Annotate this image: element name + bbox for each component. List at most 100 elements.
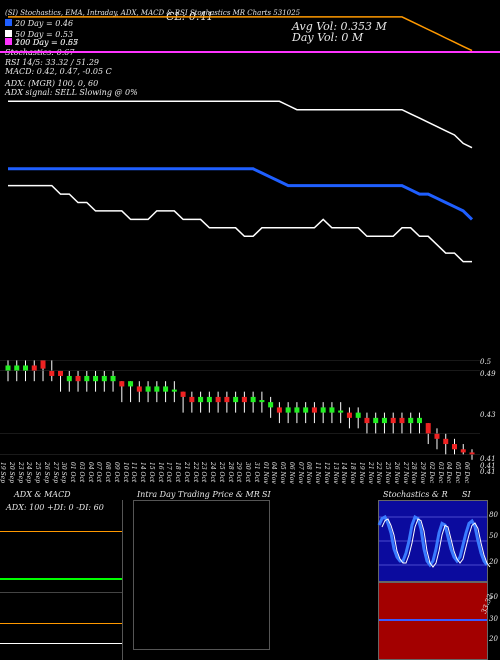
adx-panel-divider xyxy=(0,592,122,593)
stoch-axis-tick: 20 xyxy=(489,558,498,566)
50-day-line xyxy=(8,100,473,149)
candle-body xyxy=(5,365,11,371)
candle-body xyxy=(399,417,405,424)
candle-body xyxy=(110,375,116,382)
candle-body xyxy=(84,375,90,382)
avg-volume: Avg Vol: 0.353 M xyxy=(292,20,387,33)
date-tick: 22 Oct xyxy=(191,462,199,483)
macd-value: MACD: 0.42, 0.47, -0.05 C xyxy=(5,67,112,76)
candle-body xyxy=(320,407,326,413)
date-tick: 28 Nov xyxy=(410,462,418,484)
candle-body xyxy=(294,407,300,413)
rsi-axis-tick: 50 xyxy=(489,593,498,601)
stoch-panel-title: Stochastics & R xyxy=(383,490,448,499)
date-tick: 14 Oct xyxy=(139,462,147,483)
date-tick: 08 Oct xyxy=(104,462,112,483)
20-day-line xyxy=(8,167,474,221)
rsi-line xyxy=(379,619,487,621)
date-tick: 23 Oct xyxy=(200,462,208,483)
date-tick: 22 Nov xyxy=(375,462,383,484)
date-tick: 08 Nov xyxy=(305,462,313,484)
date-tick: 21 Nov xyxy=(366,462,374,484)
candle-body xyxy=(338,410,344,413)
candle-body xyxy=(364,417,370,424)
price-tick: 0.41 xyxy=(480,468,496,476)
legend-50-day: 50 Day = 0.53 xyxy=(5,30,73,39)
date-tick: 04 Oct xyxy=(86,462,94,483)
date-tick: 03 Oct xyxy=(77,462,85,483)
candle-body xyxy=(390,417,396,424)
candle-body xyxy=(171,389,177,392)
candle-body xyxy=(224,396,230,403)
candle-body xyxy=(416,417,422,424)
rsi-value: RSI 14/5: 33.32 / 51.29 xyxy=(5,58,99,67)
date-tick: 25 Oct xyxy=(217,462,225,483)
date-tick: 25 Sep xyxy=(34,462,42,484)
rsi-axis-tick: 20 xyxy=(489,635,498,643)
date-tick: 07 Nov xyxy=(296,462,304,484)
candle-body xyxy=(31,365,37,371)
adx-panel-values: ADX: 100 +DI: 0 -DI: 60 xyxy=(6,503,104,512)
candle-body xyxy=(101,375,107,382)
candle-body xyxy=(75,375,81,382)
price-tick: 0.49 xyxy=(480,370,496,378)
candle-body xyxy=(145,386,151,392)
candle-body xyxy=(250,396,256,403)
candle-body xyxy=(443,438,449,445)
date-tick: 10 Oct xyxy=(121,462,129,483)
candle-body xyxy=(355,412,361,418)
candle-body xyxy=(259,400,265,403)
legend-20-day: 20 Day = 0.46 xyxy=(5,19,73,28)
candle-body xyxy=(408,417,414,424)
adx-signal: ADX signal: SELL Slowing @ 0% xyxy=(5,88,138,97)
adx-macd-panel: ADX: 100 +DI: 0 -DI: 60 xyxy=(0,500,123,660)
date-tick: 06 Nov xyxy=(287,462,295,484)
stoch-panel-suffix: SI xyxy=(462,490,471,499)
date-tick: 24 Oct xyxy=(209,462,217,483)
macd-line-orange xyxy=(0,623,122,624)
date-tick: 24 Sep xyxy=(25,462,33,484)
date-tick: 27 Sep xyxy=(51,462,59,484)
date-tick: 11 Oct xyxy=(130,462,138,483)
date-tick: 02 Dec xyxy=(427,462,435,484)
rsi-axis-tick: 30 xyxy=(489,615,498,623)
stochastics-line xyxy=(377,514,489,568)
date-tick: 18 Oct xyxy=(174,462,182,483)
date-tick: 17 Oct xyxy=(165,462,173,483)
candle-body xyxy=(14,365,20,371)
date-tick: 21 Oct xyxy=(182,462,190,483)
candle-body xyxy=(215,396,221,403)
date-tick: 01 Oct xyxy=(69,462,77,483)
date-tick: 05 Nov xyxy=(279,462,287,484)
legend-swatch xyxy=(5,19,12,26)
date-tick: 12 Nov xyxy=(322,462,330,484)
candle-body xyxy=(469,452,475,455)
candle-body xyxy=(66,375,72,382)
candle-body xyxy=(23,365,29,371)
candle-body xyxy=(58,370,64,376)
stoch-axis-tick: 80 xyxy=(489,511,498,519)
candle-body xyxy=(136,386,142,392)
candle-body xyxy=(303,407,309,413)
date-tick: 27 Nov xyxy=(401,462,409,484)
date-tick: 07 Oct xyxy=(95,462,103,483)
candle-body xyxy=(460,449,466,453)
date-tick: 01 Nov xyxy=(261,462,269,484)
candle-body xyxy=(128,381,134,387)
stochastics-signal-line xyxy=(381,518,491,568)
legend-swatch xyxy=(5,30,12,37)
candle-body xyxy=(49,370,55,376)
candle-body xyxy=(40,360,46,369)
candle-body xyxy=(373,417,379,424)
day-volume: Day Vol: 0 M xyxy=(292,31,364,44)
date-tick: 15 Oct xyxy=(147,462,155,483)
candle-body xyxy=(381,417,387,424)
date-axis: 19 Sep 20 Sep 23 Sep 24 Sep 25 Sep 26 Sep 27 S… xyxy=(0,462,480,484)
date-tick: 28 Oct xyxy=(226,462,234,483)
macd-line-green xyxy=(0,578,122,580)
date-tick: 29 Nov xyxy=(419,462,427,484)
date-tick: 06 Dec xyxy=(463,462,470,484)
price-chart xyxy=(0,16,500,460)
price-tick: 0.41 xyxy=(480,462,496,470)
stochastics-panel xyxy=(377,500,491,582)
